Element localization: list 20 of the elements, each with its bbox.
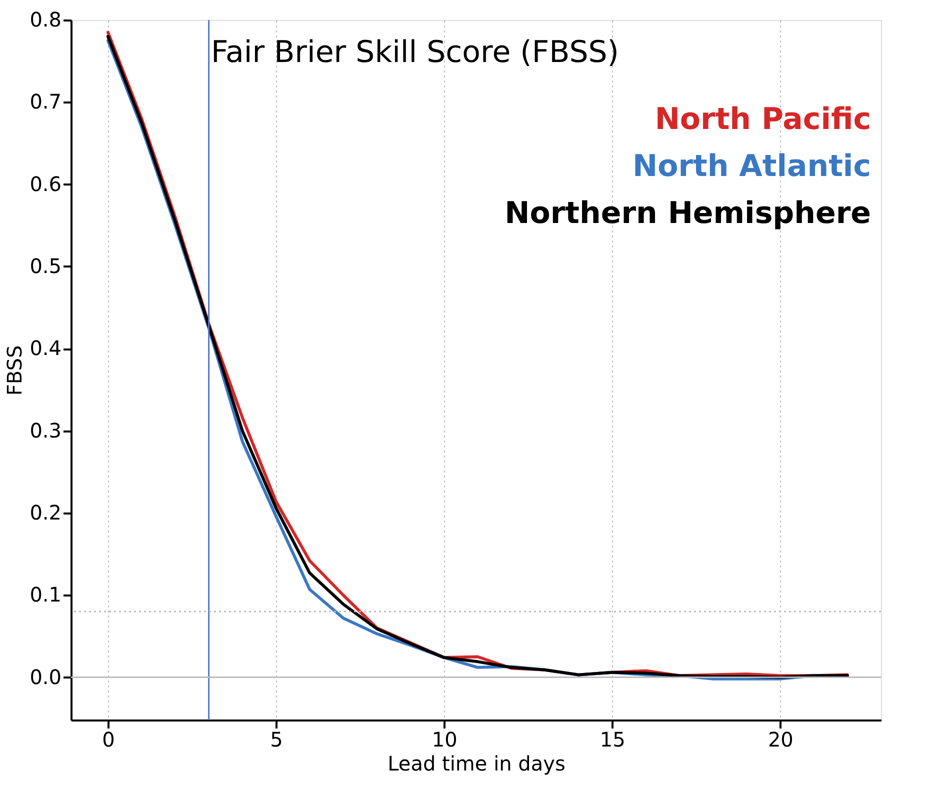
x-tick-label: 15: [600, 728, 626, 752]
text: Northern Hemisphere: [504, 196, 871, 231]
x-tick-label: 10: [432, 728, 458, 752]
y-axis-title: FBSS: [2, 345, 27, 396]
y-tick-label: 0.5: [30, 254, 62, 278]
y-tick-label: 0.0: [30, 664, 62, 689]
text: Fair Brier Skill Score (FBSS): [211, 35, 619, 70]
x-axis-title: Lead time in days: [388, 752, 566, 776]
y-tick-label: 0.1: [30, 582, 62, 607]
text: North Atlantic: [632, 149, 871, 184]
y-tick-label: 0.2: [30, 500, 62, 524]
y-tick-label: 0.6: [30, 172, 62, 196]
y-tick-label: 0.7: [30, 90, 62, 114]
x-tick-label: 0: [102, 728, 115, 752]
y-tick-label: 0.8: [30, 8, 62, 32]
y-tick-label: 0.3: [30, 418, 62, 442]
text: North Pacific: [654, 102, 871, 137]
y-tick-label: 0.4: [30, 336, 62, 360]
x-tick-label: 20: [768, 728, 794, 752]
x-tick-label: 5: [270, 728, 283, 752]
